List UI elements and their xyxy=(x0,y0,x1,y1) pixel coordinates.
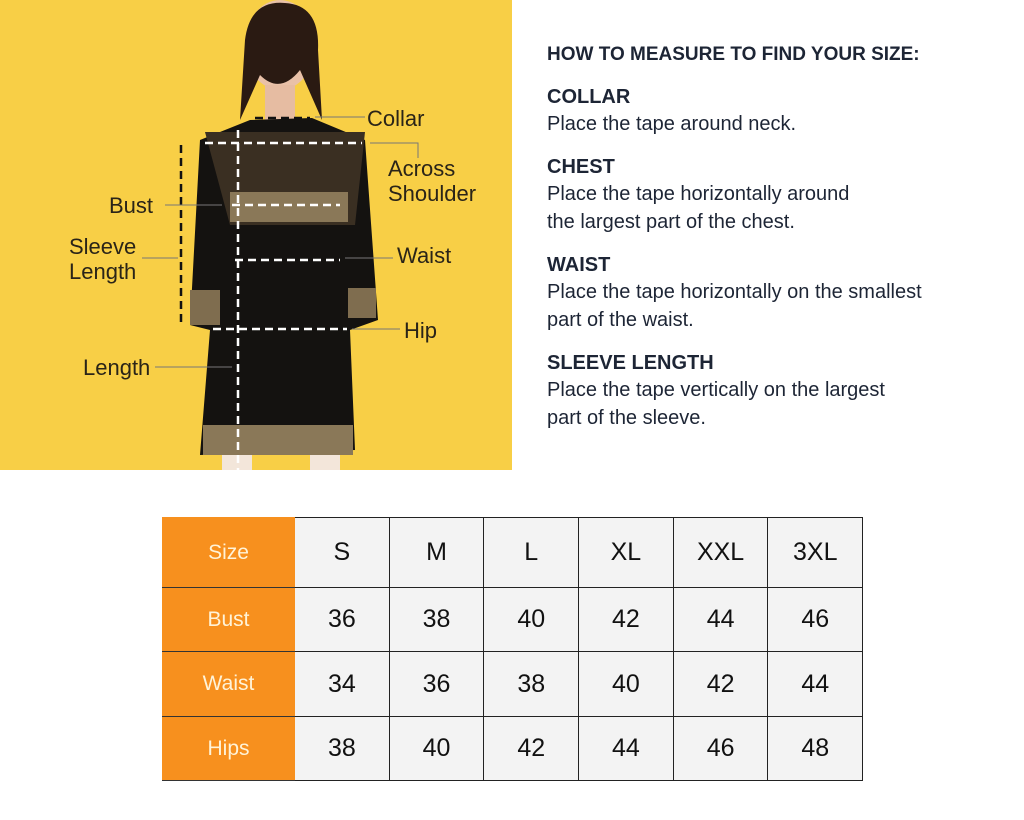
table-cell: 40 xyxy=(578,651,674,717)
section-heading: CHEST xyxy=(547,156,615,178)
table-cell: 44 xyxy=(672,587,769,652)
sleeve-label: Sleeve xyxy=(69,234,137,259)
table-cell: 46 xyxy=(767,587,864,652)
waist-label: Waist xyxy=(397,243,452,268)
guide-sleeve: SLEEVE LENGTH Place the tape vertically o… xyxy=(547,350,1007,432)
measuring-guide: HOW TO MEASURE TO FIND YOUR SIZE: COLLAR… xyxy=(547,44,1007,448)
across-label: Across xyxy=(388,156,456,181)
hip-label: Hip xyxy=(404,318,438,343)
table-cell: 40 xyxy=(388,716,485,781)
table-cell: 40 xyxy=(483,587,580,652)
table-row: Hips 38 40 42 44 46 48 xyxy=(162,716,864,781)
row-header: Waist xyxy=(162,651,295,717)
table-cell: 38 xyxy=(294,716,390,781)
section-text: Place the tape vertically on the largest xyxy=(547,379,885,401)
collar-label: Collar xyxy=(367,106,425,131)
table-cell: 46 xyxy=(672,716,769,781)
measurement-diagram: Collar Across Shoulder Bust Sleeve Lengt… xyxy=(0,0,512,470)
table-cell: 42 xyxy=(578,587,674,652)
table-cell: 44 xyxy=(578,716,674,781)
shoulder-label: Shoulder xyxy=(388,181,477,206)
column-header: S xyxy=(294,517,390,588)
column-header: 3XL xyxy=(767,517,864,588)
guide-chest: CHEST Place the tape horizontally around t… xyxy=(547,154,1007,236)
table-cell: 44 xyxy=(767,651,864,717)
bust-label: Bust xyxy=(109,193,154,218)
section-text: the largest part of the chest. xyxy=(547,211,795,233)
sleeve-length-label: Length xyxy=(69,259,137,284)
table-cell: 48 xyxy=(767,716,864,781)
column-header: XL xyxy=(578,517,674,588)
guide-collar: COLLAR Place the tape around neck. xyxy=(547,84,1007,138)
row-header: Hips xyxy=(162,716,295,781)
row-header: Size xyxy=(162,517,295,588)
table-row: Waist 34 36 38 40 42 44 xyxy=(162,651,864,717)
section-text: Place the tape horizontally on the small… xyxy=(547,281,922,303)
section-heading: SLEEVE LENGTH xyxy=(547,352,714,374)
section-text: Place the tape horizontally around xyxy=(547,183,850,205)
section-heading: WAIST xyxy=(547,254,611,276)
row-header: Bust xyxy=(162,587,295,652)
table-cell: 42 xyxy=(483,716,580,781)
column-header: XXL xyxy=(672,517,769,588)
column-header: M xyxy=(388,517,485,588)
length-label: Length xyxy=(83,355,151,380)
kurta-illustration xyxy=(142,0,419,470)
table-cell: 42 xyxy=(672,651,769,717)
table-cell: 38 xyxy=(483,651,580,717)
section-text: part of the sleeve. xyxy=(547,407,706,429)
table-cell: 38 xyxy=(388,587,485,652)
size-chart-table: Size S M L XL XXL 3XL Bust 36 38 40 42 44 46 Waist 34 36… xyxy=(162,517,864,781)
table-row: Bust 36 38 40 42 44 46 xyxy=(162,587,864,652)
table-cell: 34 xyxy=(294,651,390,717)
table-cell: 36 xyxy=(388,651,485,717)
guide-waist: WAIST Place the tape horizontally on the … xyxy=(547,252,1007,334)
table-header-row: Size S M L XL XXL 3XL xyxy=(162,517,864,588)
column-header: L xyxy=(483,517,580,588)
section-text: Place the tape around neck. xyxy=(547,113,797,135)
section-text: part of the waist. xyxy=(547,309,694,331)
table-cell: 36 xyxy=(294,587,390,652)
guide-title: HOW TO MEASURE TO FIND YOUR SIZE: xyxy=(547,44,920,65)
section-heading: COLLAR xyxy=(547,86,631,108)
